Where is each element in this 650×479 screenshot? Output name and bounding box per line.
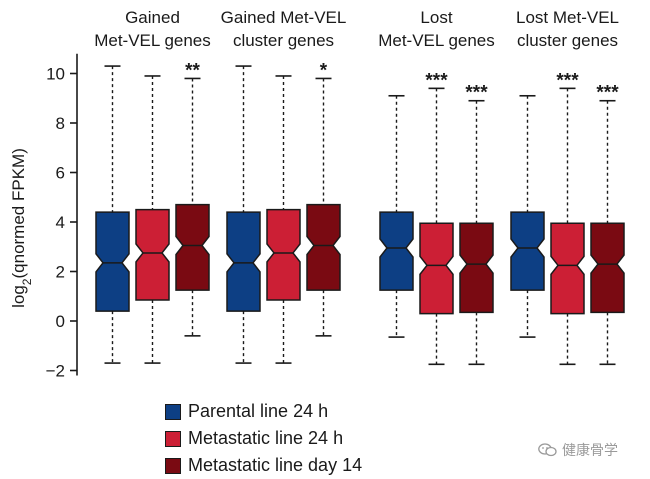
significance-label: *** — [556, 70, 579, 91]
y-tick-label: 2 — [56, 263, 65, 282]
group-title-line2: cluster genes — [233, 31, 334, 50]
group-title-line2: Met-VEL genes — [94, 31, 211, 50]
watermark-text: 健康骨学 — [562, 442, 618, 458]
legend-swatch — [165, 430, 181, 447]
significance-label: *** — [596, 83, 619, 104]
box-body — [226, 211, 261, 312]
box-body — [306, 203, 341, 291]
box-body — [419, 222, 454, 315]
box-body — [510, 211, 545, 291]
watermark: 健康骨学 — [538, 440, 618, 460]
legend-label: Parental line 24 h — [188, 401, 329, 421]
y-tick-label: 10 — [46, 65, 65, 84]
legend-swatch — [165, 457, 181, 474]
legend-item-metastatic-24h: Metastatic line 24 h — [165, 425, 362, 452]
box-body — [95, 211, 130, 312]
y-tick-label: 0 — [56, 312, 65, 331]
significance-label: *** — [465, 83, 488, 104]
box-body — [135, 208, 170, 301]
significance-label: ** — [185, 60, 200, 81]
group-title-line2: Met-VEL genes — [378, 31, 495, 50]
y-tick-label: 4 — [56, 213, 65, 232]
y-tick-label: 8 — [56, 114, 65, 133]
legend-label: Metastatic line day 14 — [188, 455, 363, 475]
y-axis-label: log2(qnormed FPKM) — [9, 148, 34, 308]
box-body — [379, 211, 414, 291]
y-tick-label: 6 — [56, 164, 65, 183]
box-body — [459, 222, 494, 314]
box-body — [175, 203, 210, 291]
group-title-line1: Lost Met-VEL — [516, 8, 619, 27]
legend-item-parental: Parental line 24 h — [165, 398, 362, 425]
y-tick-label: −2 — [46, 362, 65, 381]
box-body — [550, 222, 585, 315]
box-body — [590, 222, 625, 314]
group-title-line2: cluster genes — [517, 31, 618, 50]
legend-swatch — [165, 403, 181, 420]
legend-label: Metastatic line 24 h — [188, 428, 344, 448]
box-body — [266, 208, 301, 301]
legend: Parental line 24 h Metastatic line 24 h … — [165, 398, 362, 479]
wechat-icon — [538, 443, 557, 457]
group-title-line1: Gained — [125, 8, 180, 27]
group-title-line1: Lost — [420, 8, 452, 27]
significance-label: *** — [425, 70, 448, 91]
group-title-line1: Gained Met-VEL — [221, 8, 347, 27]
legend-item-metastatic-day14: Metastatic line day 14 — [165, 452, 362, 479]
boxplot-chart: 10 8 6 4 2 0 −2 log2(qnormed FPKM) Gained Met-VEL… — [9, 8, 625, 381]
significance-label: * — [320, 60, 328, 81]
